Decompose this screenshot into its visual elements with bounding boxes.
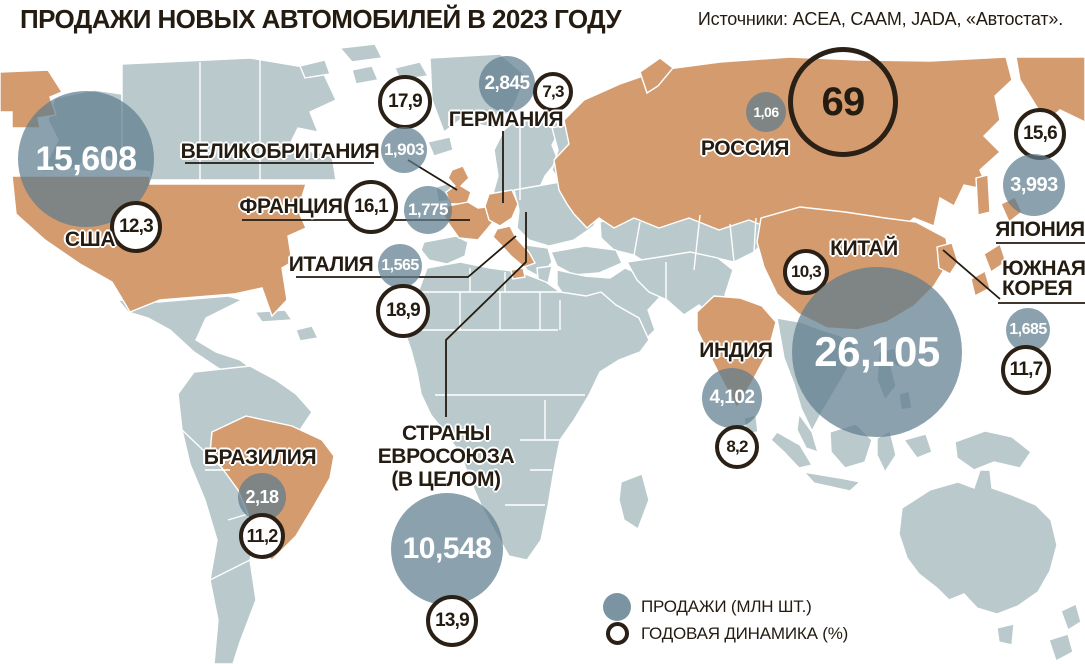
dynamics-ring-russia: 69 [788, 47, 898, 157]
country-label-eu: СТРАНЫ ЕВРОСОЮЗА (В ЦЕЛОМ) [378, 422, 515, 491]
sales-bubble-china: 26,105 [792, 267, 962, 437]
south-korea-label-line-1: ЮЖНАЯ [1002, 257, 1085, 280]
legend-sales-row: ПРОДАЖИ (МЛН ШТ.) [603, 593, 812, 621]
legend-dynamics-label: ГОДОВАЯ ДИНАМИКА (%) [641, 623, 849, 643]
legend-dynamics-row: ГОДОВАЯ ДИНАМИКА (%) [603, 622, 848, 645]
dynamics-ring-eu: 13,9 [426, 595, 478, 647]
south-korea-label-line-2: КОРЕЯ [1002, 277, 1073, 300]
map-country-south-korea [936, 242, 959, 275]
dynamics-ring-south-korea: 11,7 [1001, 345, 1051, 395]
dynamics-ring-france: 16,1 [344, 180, 398, 234]
map-country-germany [484, 189, 519, 227]
map-country-italy [492, 225, 537, 268]
dynamics-ring-usa: 12,3 [110, 201, 162, 253]
country-label-brazil: БРАЗИЛИЯ [203, 446, 317, 469]
sales-bubble-italy: 1,565 [378, 244, 422, 288]
sales-bubble-south-korea: 1,685 [1006, 308, 1050, 352]
dynamics-ring-uk: 17,9 [378, 75, 432, 129]
eu-label-line-1: СТРАНЫ [401, 422, 491, 445]
sales-bubble-france: 1,775 [404, 186, 452, 234]
sales-bubble-eu: 10,548 [391, 493, 503, 605]
sales-bubble-russia: 1,06 [746, 92, 786, 132]
sales-bubble-japan: 3,993 [1003, 154, 1065, 216]
dynamics-ring-brazil: 11,2 [239, 513, 285, 559]
legend-dynamics-swatch-icon [606, 622, 629, 645]
country-label-france: ФРАНЦИЯ [239, 195, 343, 218]
dynamics-ring-india: 8,2 [715, 425, 759, 469]
country-label-japan: ЯПОНИЯ [995, 218, 1085, 241]
country-label-china: КИТАЙ [830, 237, 898, 260]
eu-label-line-2: ЕВРОСОЮЗА [377, 445, 515, 468]
sales-bubble-germany: 2,845 [479, 56, 535, 112]
country-label-russia: РОССИЯ [700, 137, 790, 160]
country-label-south-korea: ЮЖНАЯ КОРЕЯ [1002, 257, 1085, 300]
infographic-title: ПРОДАЖИ НОВЫХ АВТОМОБИЛЕЙ В 2023 ГОДУ [20, 4, 622, 34]
dynamics-ring-italy: 18,9 [376, 284, 430, 338]
legend-sales-swatch-icon [603, 593, 631, 621]
sources-note: Источники: ACEA, CAAM, JADA, «Автостат». [697, 9, 1063, 29]
eu-label-line-3: (В ЦЕЛОМ) [391, 468, 501, 491]
sales-bubble-india: 4,102 [702, 368, 762, 428]
country-label-italy: ИТАЛИЯ [288, 253, 374, 276]
country-label-india: ИНДИЯ [699, 339, 773, 362]
dynamics-ring-germany: 7,3 [533, 72, 573, 112]
dynamics-ring-japan: 15,6 [1014, 108, 1066, 160]
legend-sales-label: ПРОДАЖИ (МЛН ШТ.) [641, 597, 812, 616]
country-label-germany: ГЕРМАНИЯ [448, 108, 564, 131]
country-label-usa: США [64, 228, 116, 251]
sales-bubble-uk: 1,903 [381, 127, 427, 173]
country-label-uk: ВЕЛИКОБРИТАНИЯ [180, 140, 380, 163]
map-country-india [696, 295, 777, 410]
